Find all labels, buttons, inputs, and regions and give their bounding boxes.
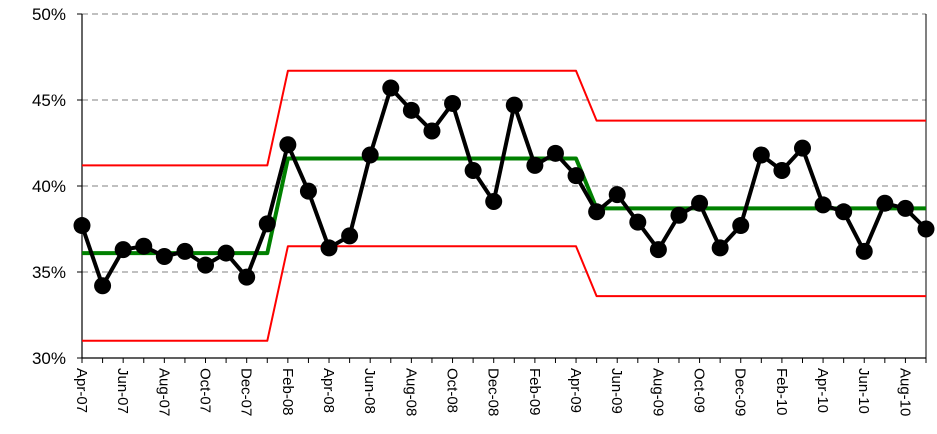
- data-point: [258, 215, 276, 233]
- x-tick-label: Aug-07: [155, 368, 172, 416]
- data-point: [217, 244, 235, 262]
- data-point: [135, 237, 153, 255]
- x-tick-label: Feb-09: [526, 368, 543, 416]
- data-point: [691, 194, 709, 212]
- data-point: [793, 139, 811, 157]
- data-point: [299, 182, 317, 200]
- x-tick-label: Apr-07: [73, 368, 90, 413]
- x-tick-label: Dec-08: [485, 368, 502, 416]
- data-point: [608, 186, 626, 204]
- x-tick-label: Feb-10: [773, 368, 790, 416]
- data-point: [176, 242, 194, 260]
- data-point: [402, 101, 420, 119]
- data-point: [197, 256, 215, 274]
- x-tick-label: Jun-09: [608, 368, 625, 414]
- data-point: [444, 94, 462, 112]
- data-point: [155, 248, 173, 266]
- upper-control-limit-line: [82, 69, 926, 167]
- data-point: [876, 194, 894, 212]
- data-point: [464, 162, 482, 180]
- data-point: [279, 136, 297, 154]
- x-tick-label: Oct-07: [197, 368, 214, 413]
- data-point: [835, 203, 853, 221]
- x-tick-label: Apr-08: [320, 368, 337, 413]
- data-point: [567, 167, 585, 185]
- data-point: [546, 144, 564, 162]
- data-point: [361, 146, 379, 164]
- data-point: [917, 220, 935, 238]
- data-point: [629, 213, 647, 231]
- x-tick-label: Oct-09: [691, 368, 708, 413]
- data-point: [732, 217, 750, 235]
- data-point: [670, 206, 688, 224]
- data-point: [382, 79, 400, 97]
- y-tick-label: 45%: [32, 91, 66, 110]
- data-point: [423, 122, 441, 140]
- y-tick-label: 30%: [32, 349, 66, 368]
- x-tick-label: Aug-08: [402, 368, 419, 416]
- data-point: [341, 227, 359, 245]
- data-point: [238, 268, 256, 286]
- data-point: [114, 241, 132, 259]
- y-tick-label: 50%: [32, 5, 66, 24]
- y-tick-label: 40%: [32, 177, 66, 196]
- data-point: [526, 156, 544, 174]
- center-line: [82, 156, 926, 256]
- data-point: [752, 146, 770, 164]
- x-tick-label: Dec-07: [238, 368, 255, 416]
- data-point: [814, 196, 832, 214]
- x-tick-label: Dec-09: [732, 368, 749, 416]
- x-tick-label: Jun-10: [855, 368, 872, 414]
- data-point: [711, 239, 729, 257]
- data-series-line: [80, 86, 928, 288]
- x-tick-label: Feb-08: [279, 368, 296, 416]
- data-point: [896, 199, 914, 217]
- x-tick-label: Apr-09: [567, 368, 584, 413]
- x-tick-label: Aug-09: [649, 368, 666, 416]
- y-tick-label: 35%: [32, 263, 66, 282]
- data-point: [855, 242, 873, 260]
- data-point: [485, 192, 503, 210]
- x-tick-label: Aug-10: [896, 368, 913, 416]
- data-point: [649, 241, 667, 259]
- data-point: [73, 217, 91, 235]
- x-tick-label: Apr-10: [814, 368, 831, 413]
- x-tick-label: Oct-08: [444, 368, 461, 413]
- data-point: [505, 96, 523, 114]
- data-point: [773, 162, 791, 180]
- data-point: [94, 277, 112, 295]
- data-point: [588, 203, 606, 221]
- data-point: [320, 239, 338, 257]
- lower-control-limit-line: [82, 245, 926, 342]
- x-tick-label: Jun-07: [114, 368, 131, 414]
- x-tick-label: Jun-08: [361, 368, 378, 414]
